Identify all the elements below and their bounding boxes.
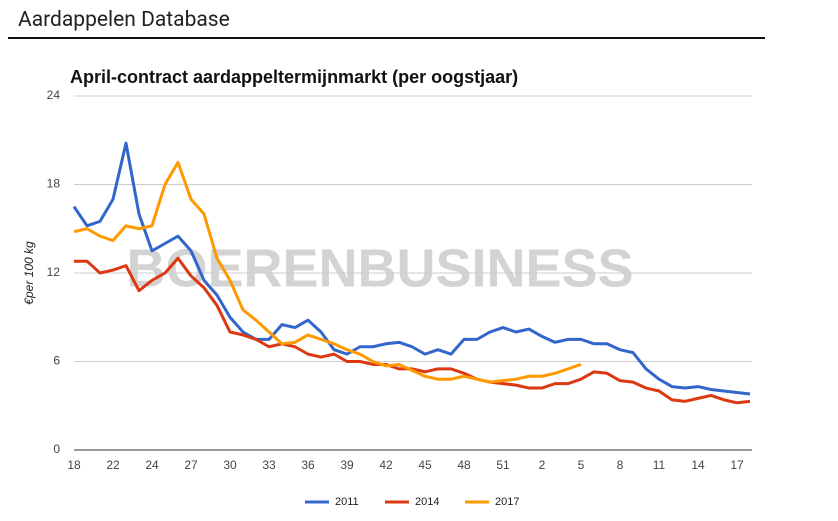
x-tick-label: 39 bbox=[340, 458, 354, 472]
header-rule bbox=[8, 37, 765, 39]
x-tick-label: 5 bbox=[578, 458, 585, 472]
watermark: BOERENBUSINESS bbox=[126, 238, 633, 298]
legend-label: 2011 bbox=[335, 496, 359, 508]
y-tick-label: 24 bbox=[47, 88, 61, 102]
series-line bbox=[72, 141, 751, 396]
x-tick-label: 17 bbox=[730, 458, 744, 472]
y-tick-label: 18 bbox=[47, 177, 61, 191]
x-tick-label: 8 bbox=[617, 458, 624, 472]
x-tick-label: 36 bbox=[301, 458, 315, 472]
page-title: Aardappelen Database bbox=[18, 8, 230, 32]
x-tick-label: 22 bbox=[106, 458, 120, 472]
x-tick-label: 48 bbox=[457, 458, 471, 472]
y-tick-label: 6 bbox=[53, 354, 60, 368]
y-tick-label: 12 bbox=[47, 265, 61, 279]
series-line bbox=[73, 160, 582, 384]
x-tick-label: 18 bbox=[67, 458, 81, 472]
x-tick-label: 30 bbox=[223, 458, 237, 472]
legend-label: 2017 bbox=[495, 496, 519, 508]
x-tick-label: 24 bbox=[145, 458, 159, 472]
x-tick-label: 14 bbox=[691, 458, 705, 472]
chart-title: April-contract aardappeltermijnmarkt (pe… bbox=[70, 67, 518, 87]
x-tick-label: 51 bbox=[496, 458, 510, 472]
y-axis-label: €per 100 kg bbox=[22, 241, 36, 305]
legend-label: 2014 bbox=[415, 496, 439, 508]
x-tick-label: 11 bbox=[653, 458, 666, 472]
x-tick-label: 2 bbox=[539, 458, 546, 472]
x-tick-label: 27 bbox=[184, 458, 198, 472]
x-tick-label: 42 bbox=[379, 458, 393, 472]
x-tick-label: 33 bbox=[262, 458, 276, 472]
y-tick-label: 0 bbox=[53, 442, 60, 456]
x-tick-label: 45 bbox=[418, 458, 432, 472]
